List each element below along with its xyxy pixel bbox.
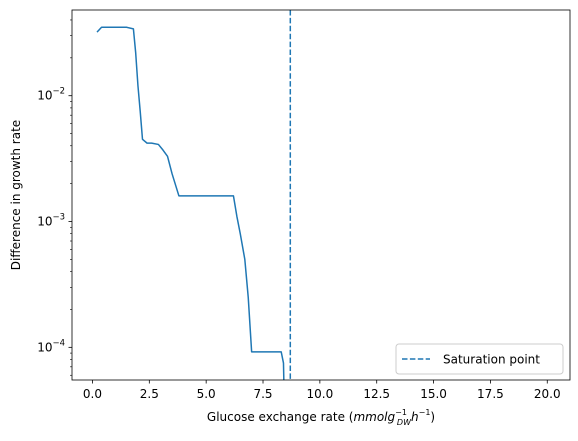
x-tick-label: 5.0	[197, 387, 216, 401]
x-tick-label: 0.0	[83, 387, 102, 401]
y-tick-label: 10−4	[37, 338, 65, 354]
y-tick-label: 10−2	[37, 87, 65, 103]
x-tick-label: 17.5	[477, 387, 504, 401]
series-line	[96, 26, 285, 380]
x-axis: 0.0 2.5 5.0 7.5 10.0 12.5 15.0 17.5 20.0	[83, 380, 561, 401]
x-tick-label: 20.0	[534, 387, 561, 401]
x-tick-label: 2.5	[140, 387, 159, 401]
legend: Saturation point	[395, 343, 564, 375]
legend-label-saturation: Saturation point	[443, 353, 540, 367]
plot-area	[96, 10, 292, 380]
axes-frame	[71, 9, 571, 381]
legend-box	[395, 343, 564, 375]
y-tick-label: 10−3	[37, 213, 65, 229]
x-tick-label: 10.0	[307, 387, 334, 401]
x-tick-label: 15.0	[420, 387, 447, 401]
x-tick-label: 7.5	[253, 387, 272, 401]
y-axis: 10−4 10−3 10−2	[37, 19, 72, 376]
x-axis-label: Glucose exchange rate (mmolg−1 DWh−1)	[207, 408, 435, 427]
x-tick-label: 12.5	[363, 387, 390, 401]
y-axis-label: Difference in growth rate	[9, 120, 23, 270]
